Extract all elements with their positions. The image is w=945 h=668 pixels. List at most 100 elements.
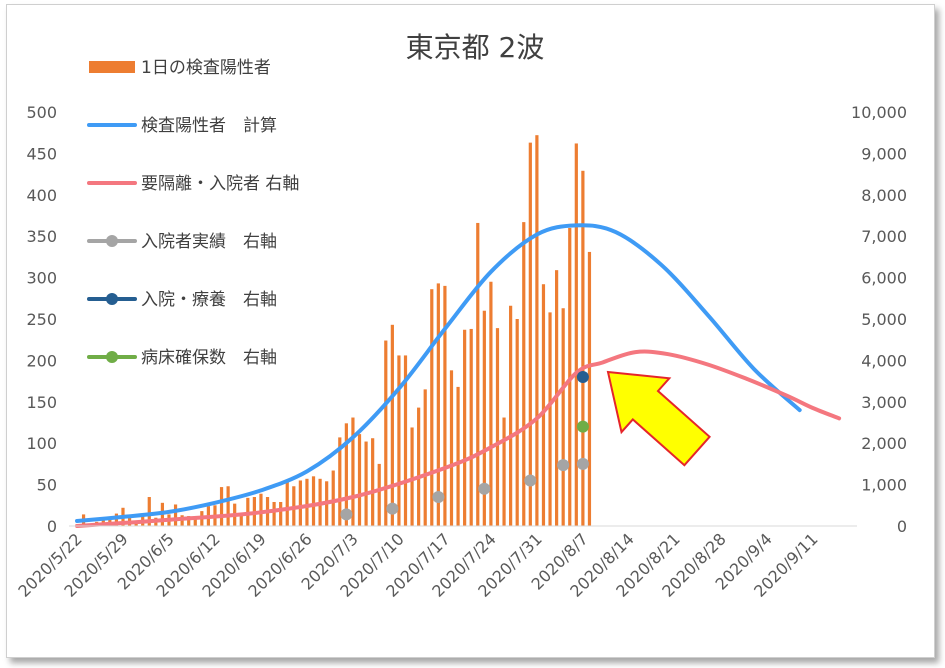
bar <box>410 427 414 526</box>
y-left-tick-label: 100 <box>26 434 57 453</box>
bar <box>351 417 355 526</box>
y-right-tick-label: 9,000 <box>861 144 907 163</box>
legend-label: 検査陽性者 計算 <box>141 116 277 136</box>
legend-item: 入院者実績 右軸 <box>87 232 277 252</box>
bar <box>259 493 263 526</box>
bar <box>423 389 427 526</box>
legend-label: 1日の検査陽性者 <box>141 58 271 78</box>
bar <box>541 284 546 526</box>
y-left-tick-label: 0 <box>47 517 57 536</box>
bar <box>403 355 408 526</box>
bar <box>114 513 119 526</box>
bar <box>239 515 243 526</box>
bar <box>390 324 394 526</box>
legend-label: 病床確保数 右軸 <box>141 348 277 368</box>
chart-title: 東京都 2波 <box>406 31 545 64</box>
bar <box>574 143 578 526</box>
bar <box>344 423 348 526</box>
bar <box>535 135 539 526</box>
y-right-tick-label: 4,000 <box>861 351 907 370</box>
legend-label: 入院・療養 右軸 <box>141 290 277 310</box>
y-right-tick-label: 0 <box>897 517 907 536</box>
bar <box>502 417 506 526</box>
bar <box>338 437 342 526</box>
bar <box>522 222 526 526</box>
callout-arrow <box>606 370 712 467</box>
bar <box>384 340 388 526</box>
bar <box>311 476 316 526</box>
bar <box>469 328 473 526</box>
bar <box>331 470 335 526</box>
bar <box>397 355 401 526</box>
bar <box>226 486 230 526</box>
bar <box>279 501 283 526</box>
y-left-tick-label: 300 <box>26 269 57 288</box>
legend-item: 入院・療養 右軸 <box>87 290 277 310</box>
data-point <box>340 508 353 521</box>
y-right-tick-label: 5,000 <box>861 310 907 329</box>
bar <box>285 480 289 526</box>
bar <box>417 407 421 526</box>
legend-swatch <box>89 61 135 73</box>
legend-item: 要隔離・入院者 右軸 <box>87 174 299 194</box>
legend-item: 病床確保数 右軸 <box>87 348 277 368</box>
bar <box>528 142 532 526</box>
bar <box>495 328 500 526</box>
bar <box>173 504 178 526</box>
y-left-tick-label: 450 <box>26 144 57 163</box>
data-point <box>576 457 589 470</box>
bar <box>489 281 493 526</box>
x-axis: 2020/5/222020/5/292020/6/52020/6/122020/… <box>14 529 821 600</box>
bar <box>108 516 112 526</box>
bar <box>377 463 381 526</box>
chart-frame: 東京都 2波 0 50 100 150 200 250 300 350 400 450 500 0 1… <box>6 4 935 658</box>
bar <box>298 480 302 526</box>
legend-item: 1日の検査陽性者 <box>89 58 271 78</box>
bar <box>219 487 224 526</box>
bar <box>476 222 480 526</box>
bar <box>371 438 375 526</box>
legend-marker <box>106 235 118 247</box>
y-right-tick-label: 1,000 <box>861 476 907 495</box>
bar <box>357 434 362 526</box>
y-left-tick-label: 250 <box>26 310 57 329</box>
bar <box>509 305 513 526</box>
bar <box>134 523 138 526</box>
legend-item: 検査陽性者 計算 <box>87 116 277 136</box>
data-point <box>557 459 570 472</box>
y-left-tick-label: 200 <box>26 351 57 370</box>
bar <box>436 283 440 526</box>
legend-marker <box>106 351 118 363</box>
y-left-tick-label: 400 <box>26 186 57 205</box>
y-left-tick-label: 500 <box>26 103 57 122</box>
bar <box>515 319 519 526</box>
bar <box>187 516 191 526</box>
bar <box>305 478 309 526</box>
y-left-tick-label: 150 <box>26 393 57 412</box>
bar <box>193 518 197 526</box>
bar <box>561 308 565 526</box>
data-point <box>576 420 589 433</box>
bar <box>463 329 467 526</box>
bar <box>449 370 454 526</box>
bar <box>364 441 368 526</box>
data-point <box>524 474 537 487</box>
series-line <box>75 349 842 528</box>
y-left-tick-label: 350 <box>26 227 57 246</box>
data-point <box>432 491 445 503</box>
bar <box>581 170 585 527</box>
data-point <box>386 502 399 515</box>
bar <box>147 497 151 526</box>
bar <box>430 289 434 526</box>
y-right-tick-label: 6,000 <box>861 269 907 288</box>
y-axis-right: 0 1,000 2,000 3,000 4,000 5,000 6,000 7,000 8,00… <box>851 103 907 536</box>
line-series <box>75 223 842 528</box>
bar <box>443 285 447 526</box>
data-point <box>576 371 589 383</box>
legend-label: 要隔離・入院者 右軸 <box>141 174 299 194</box>
bar <box>548 312 552 526</box>
legend-label: 入院者実績 右軸 <box>141 232 277 252</box>
y-right-tick-label: 8,000 <box>861 186 907 205</box>
bar <box>272 501 276 526</box>
